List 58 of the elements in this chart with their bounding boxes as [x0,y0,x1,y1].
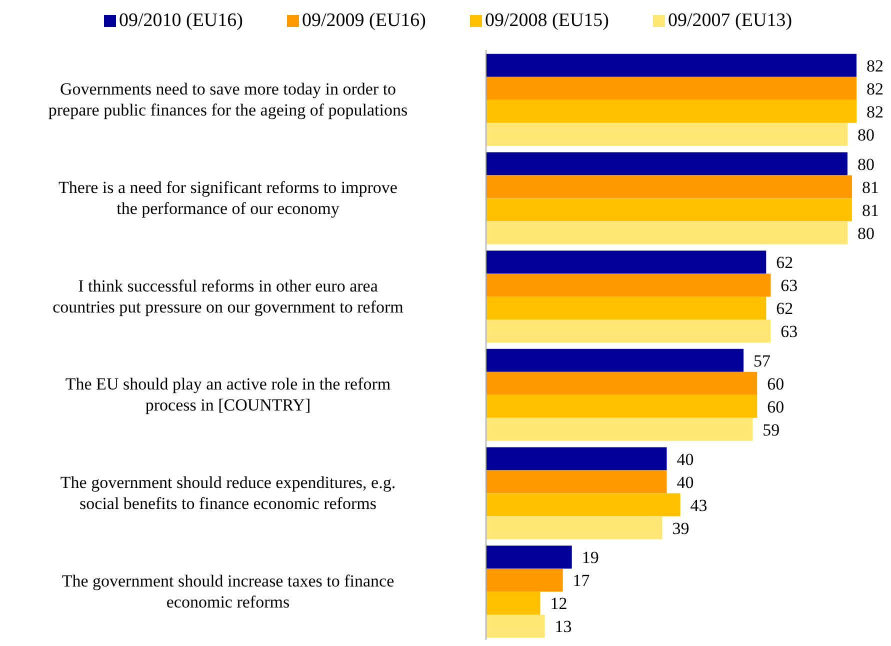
data-label: 62 [776,253,794,272]
data-label: 82 [866,102,884,122]
data-label: 17 [572,571,590,590]
data-label: 60 [767,374,784,394]
bar [486,152,848,176]
y-tick-label: The government should reduce expenditures, e.g. social benefits to finance economic reforms [60,472,396,513]
legend-label: 09/2008 (EU15) [484,10,610,32]
data-label: 19 [582,548,599,568]
y-tick-label: The EU should play an active role in the reform process in [COUNTRY] [65,374,391,415]
legend-label: 09/2010 (EU16) [118,10,243,32]
bar [486,418,753,441]
bar [486,614,545,638]
y-tick-label: I think successful reforms in other euro area countries put pressure on our government to reform [52,276,404,316]
bar [486,100,857,123]
bar [486,122,848,146]
data-label: 12 [550,594,568,614]
data-label: 39 [672,518,690,538]
data-label: 59 [762,420,780,440]
bar [486,54,857,77]
bar [486,250,766,274]
bar [486,274,771,297]
data-label: 80 [857,154,874,174]
y-tick-label: Governments need to save more today in order to prepare public finances for the ageing of populations [48,80,408,120]
bar [486,470,667,494]
bar [486,221,848,244]
data-label: 63 [780,276,798,296]
data-label: 80 [857,125,874,144]
bar [486,372,758,395]
data-label: 62 [776,299,794,318]
bar [486,516,662,540]
data-label: 13 [554,617,572,636]
bar [486,76,857,100]
data-label: 60 [767,397,784,416]
bar [486,296,766,320]
bar [486,493,680,516]
data-label: 40 [676,472,694,492]
bar [486,394,758,418]
data-label: 63 [780,322,798,342]
bar [486,175,852,198]
data-label: 82 [866,56,884,76]
data-label: 81 [862,178,879,197]
legend-label: 09/2007 (EU13) [667,10,792,32]
bar [486,348,744,372]
y-tick-label: The government should increase taxes to finance economic reforms [62,571,394,612]
bar [486,568,563,592]
data-label: 82 [866,79,884,98]
legend-label: 09/2009 (EU16) [300,10,426,32]
bar [486,447,667,470]
data-label: 80 [857,224,874,243]
data-label: 40 [676,450,694,469]
data-label: 81 [862,200,879,220]
data-label: 57 [754,351,772,370]
y-tick-label: There is a need for significant reforms to improve the performance of our economy [58,178,398,218]
bar [486,320,771,343]
data-label: 43 [690,496,708,515]
bar [486,198,852,222]
bar [486,546,572,569]
bar [486,592,540,615]
